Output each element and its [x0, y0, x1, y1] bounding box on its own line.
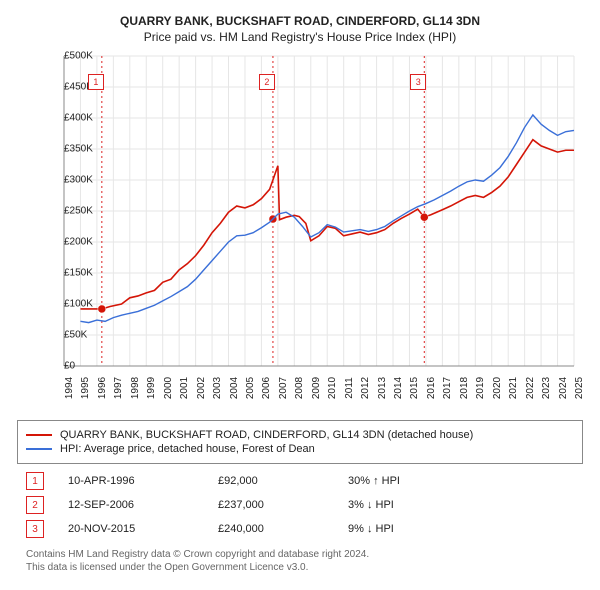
- x-tick-label: 2018: [459, 377, 470, 399]
- x-tick-label: 2002: [196, 377, 207, 399]
- chart-title: QUARRY BANK, BUCKSHAFT ROAD, CINDERFORD,…: [10, 14, 590, 28]
- sale-row: 2 12-SEP-2006£237,0003% ↓ HPI: [26, 496, 574, 514]
- sale-date: 20-NOV-2015: [68, 523, 218, 535]
- sale-delta: 30% ↑ HPI: [348, 475, 498, 487]
- x-tick-label: 2014: [393, 377, 404, 399]
- x-tick-label: 1995: [80, 377, 91, 399]
- legend-label: QUARRY BANK, BUCKSHAFT ROAD, CINDERFORD,…: [60, 429, 473, 441]
- attribution-line: This data is licensed under the Open Gov…: [26, 561, 574, 574]
- x-tick-label: 2022: [525, 377, 536, 399]
- x-tick-label: 1999: [146, 377, 157, 399]
- x-tick-label: 2005: [245, 377, 256, 399]
- sale-price: £237,000: [218, 499, 348, 511]
- x-tick-label: 1996: [97, 377, 108, 399]
- chart-event-badge: 2: [259, 74, 275, 90]
- sales-table: 1 10-APR-1996£92,00030% ↑ HPI 2 12-SEP-2006…: [26, 472, 574, 538]
- x-tick-label: 2000: [163, 377, 174, 399]
- x-tick-label: 2007: [278, 377, 289, 399]
- sale-badge: 1: [26, 472, 44, 490]
- chart-area: £0£50K£100K£150K£200K£250K£300K£350K£400…: [20, 52, 580, 412]
- x-tick-label: 2025: [574, 377, 585, 399]
- sale-price: £92,000: [218, 475, 348, 487]
- x-tick-label: 2015: [409, 377, 420, 399]
- sale-date: 12-SEP-2006: [68, 499, 218, 511]
- sale-price: £240,000: [218, 523, 348, 535]
- x-tick-label: 2013: [377, 377, 388, 399]
- sale-row: 3 20-NOV-2015£240,0009% ↓ HPI: [26, 520, 574, 538]
- sale-badge: 2: [26, 496, 44, 514]
- x-tick-label: 2012: [360, 377, 371, 399]
- x-tick-label: 2010: [327, 377, 338, 399]
- x-tick-label: 2024: [558, 377, 569, 399]
- legend: QUARRY BANK, BUCKSHAFT ROAD, CINDERFORD,…: [17, 420, 583, 464]
- x-tick-label: 1994: [64, 377, 75, 399]
- chart-subtitle: Price paid vs. HM Land Registry's House …: [10, 30, 590, 44]
- sale-date: 10-APR-1996: [68, 475, 218, 487]
- x-tick-label: 2016: [426, 377, 437, 399]
- x-tick-label: 1998: [130, 377, 141, 399]
- chart-event-badge: 3: [410, 74, 426, 90]
- x-tick-label: 2021: [508, 377, 519, 399]
- legend-row: QUARRY BANK, BUCKSHAFT ROAD, CINDERFORD,…: [26, 429, 574, 441]
- legend-row: HPI: Average price, detached house, Fore…: [26, 443, 574, 455]
- x-tick-label: 2006: [261, 377, 272, 399]
- x-tick-label: 2011: [344, 377, 355, 399]
- legend-swatch: [26, 448, 52, 450]
- x-tick-label: 2019: [475, 377, 486, 399]
- sale-delta: 3% ↓ HPI: [348, 499, 498, 511]
- x-tick-label: 2003: [212, 377, 223, 399]
- x-tick-label: 2004: [229, 377, 240, 399]
- sale-badge: 3: [26, 520, 44, 538]
- x-tick-label: 1997: [113, 377, 124, 399]
- legend-label: HPI: Average price, detached house, Fore…: [60, 443, 315, 455]
- sale-delta: 9% ↓ HPI: [348, 523, 498, 535]
- x-tick-label: 2008: [294, 377, 305, 399]
- x-tick-label: 2017: [442, 377, 453, 399]
- x-tick-label: 2023: [541, 377, 552, 399]
- chart-svg: [20, 52, 580, 412]
- x-tick-label: 2020: [492, 377, 503, 399]
- attribution-line: Contains HM Land Registry data © Crown c…: [26, 548, 574, 561]
- attribution: Contains HM Land Registry data © Crown c…: [26, 548, 574, 574]
- sale-row: 1 10-APR-1996£92,00030% ↑ HPI: [26, 472, 574, 490]
- legend-swatch: [26, 434, 52, 436]
- x-tick-label: 2009: [311, 377, 322, 399]
- x-tick-label: 2001: [179, 377, 190, 399]
- chart-event-badge: 1: [88, 74, 104, 90]
